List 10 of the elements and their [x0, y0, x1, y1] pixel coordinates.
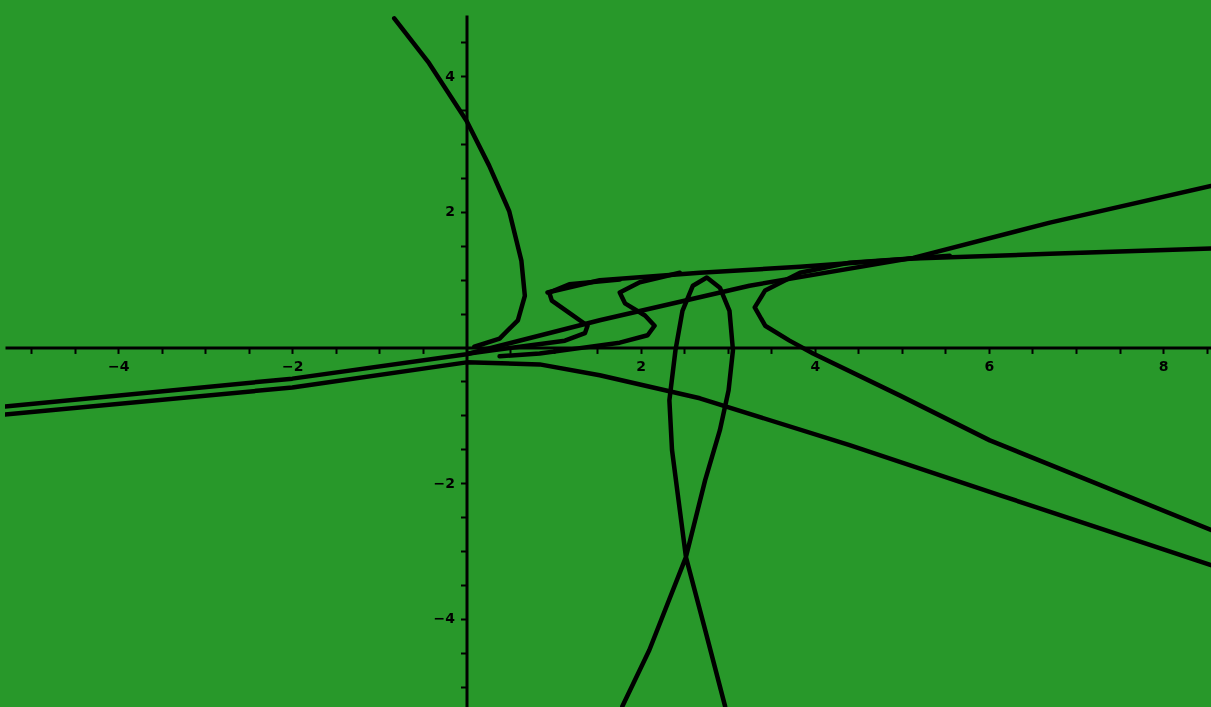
x-tick-label: 4 [810, 357, 821, 374]
y-tick-label: −2 [433, 474, 455, 491]
y-tick-label: −4 [433, 610, 456, 627]
y-tick-label: 4 [445, 67, 456, 84]
x-tick-label: −4 [107, 357, 130, 374]
x-tick-label: 8 [1158, 357, 1169, 374]
x-tick-label: −2 [282, 357, 304, 374]
x-tick-label: 2 [636, 357, 647, 374]
y-tick-label: 2 [445, 203, 455, 220]
x-tick-label: 6 [984, 357, 995, 374]
